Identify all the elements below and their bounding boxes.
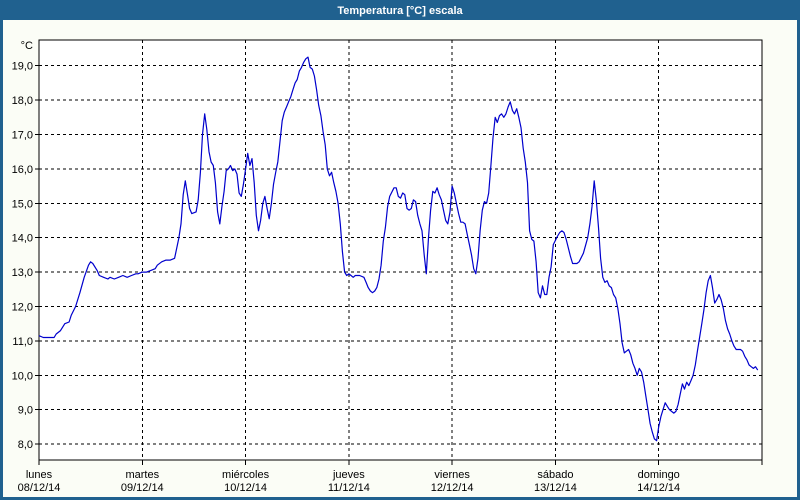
y-axis-tick-label: 13,0: [12, 267, 33, 279]
x-axis-day-label: jueves: [332, 469, 365, 481]
plot-frame: [38, 39, 763, 461]
x-axis-day-label: sábado: [537, 469, 573, 481]
y-axis-tick-label: 17,0: [12, 130, 33, 142]
x-axis-date-label: 13/12/14: [534, 482, 577, 494]
x-axis-day-label: viernes: [434, 469, 470, 481]
y-axis-tick-label: 11,0: [12, 336, 33, 348]
title-bar: Temperatura [°C] escala: [3, 3, 797, 20]
plot-background: [39, 40, 762, 460]
x-axis-date-label: 14/12/14: [637, 482, 680, 494]
y-axis-tick-label: 9,0: [18, 405, 33, 417]
y-axis-tick-label: 8,0: [18, 439, 33, 451]
x-axis-day-label: domingo: [638, 469, 680, 481]
x-axis-day-label: lunes: [26, 469, 53, 481]
x-axis-day-label: miércoles: [222, 469, 270, 481]
y-axis-tick-label: 16,0: [12, 164, 33, 176]
x-axis-day-label: martes: [125, 469, 159, 481]
x-axis-date-label: 10/12/14: [224, 482, 267, 494]
x-axis-date-label: 12/12/14: [431, 482, 474, 494]
chart-area: 19,0 18,0 17,0 16,0 15,0 14,0 13,0 12,0 11,0 10,0…: [3, 20, 797, 497]
chart-title: Temperatura [°C] escala: [337, 5, 463, 17]
y-axis-unit-label: °C: [21, 40, 33, 52]
x-axis-date-label: 08/12/14: [18, 482, 61, 494]
y-axis-tick-label: 19,0: [12, 61, 33, 73]
x-axis-date-label: 11/12/14: [328, 482, 370, 494]
y-axis-tick-label: 12,0: [12, 302, 33, 314]
y-axis-tick-label: 14,0: [12, 233, 33, 245]
x-axis-date-label: 09/12/14: [121, 482, 164, 494]
chart-canvas: 19,0 18,0 17,0 16,0 15,0 14,0 13,0 12,0 11,0 10,0…: [12, 39, 763, 494]
y-axis-tick-label: 18,0: [12, 95, 33, 107]
y-axis-tick-label: 15,0: [12, 198, 33, 210]
y-axis-tick-label: 10,0: [12, 370, 33, 382]
temperature-line: [38, 56, 759, 442]
